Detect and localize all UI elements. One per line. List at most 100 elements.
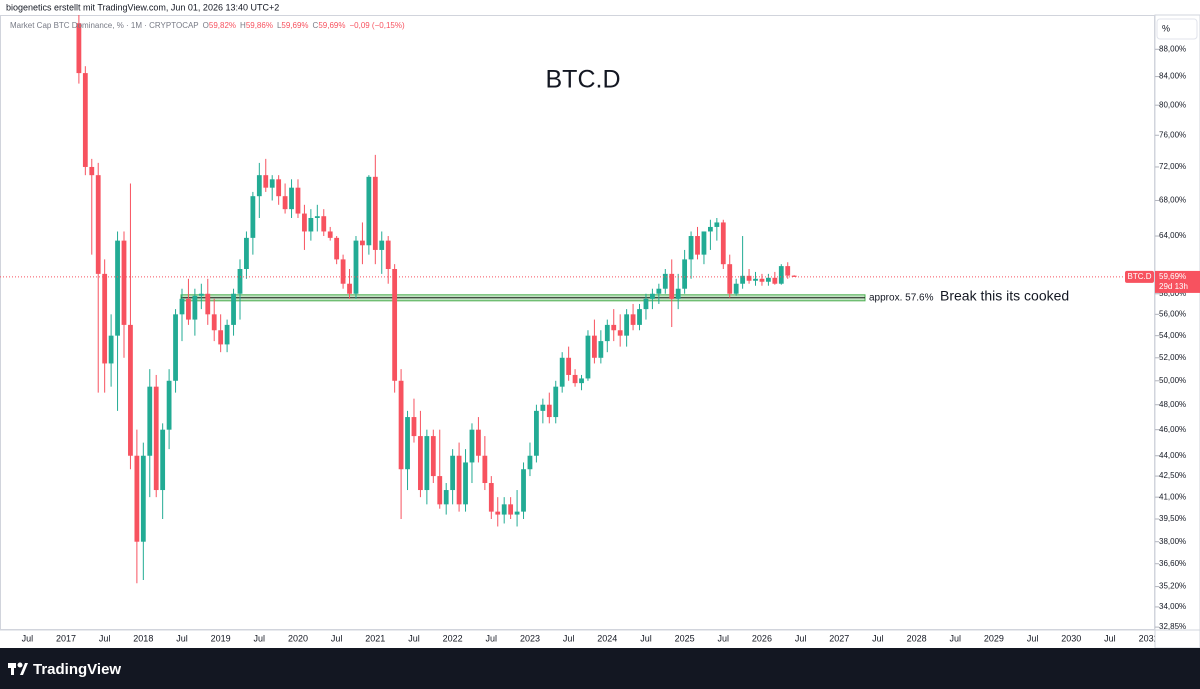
candle-body — [418, 436, 423, 491]
candle-body — [430, 436, 436, 477]
y-tick-label: 56,00% — [1159, 309, 1186, 318]
candle-body — [179, 298, 185, 315]
candle-body — [482, 455, 488, 484]
candle-body — [205, 293, 211, 315]
candle-body — [746, 275, 752, 281]
candle-body — [308, 217, 314, 232]
y-tick-label: 42,50% — [1159, 471, 1186, 480]
y-tick-label: 64,00% — [1159, 231, 1186, 240]
candle-body — [759, 278, 765, 282]
x-tick-label: Jul — [22, 633, 34, 643]
candle-body — [244, 237, 249, 270]
candle-body — [521, 469, 526, 512]
brand-logo — [8, 662, 28, 675]
x-tick-label: Jul — [176, 633, 188, 643]
x-tick-label: Jul — [718, 633, 730, 643]
ohlc-value: 59,82% — [209, 21, 236, 30]
y-tick-label: 48,00% — [1159, 400, 1186, 409]
x-tick-label: 2021 — [365, 633, 385, 643]
candle-body — [134, 455, 140, 542]
candle-body — [534, 410, 539, 456]
candle-body — [276, 179, 282, 197]
candle-body — [82, 73, 88, 167]
candle-body — [166, 380, 172, 430]
candle-body — [385, 240, 391, 270]
x-tick-label: 2024 — [597, 633, 617, 643]
y-tick-label: 41,00% — [1159, 492, 1186, 501]
scale-button[interactable] — [1156, 18, 1198, 40]
candle-body — [778, 266, 784, 284]
candle-body — [314, 216, 320, 218]
candle-body — [791, 275, 797, 277]
candle-body — [585, 335, 591, 379]
candle-body — [198, 293, 204, 296]
candle-body — [424, 436, 430, 491]
candle-body — [147, 386, 153, 456]
candle-body — [282, 196, 288, 210]
x-tick-label: Jul — [408, 633, 420, 643]
candle-body — [237, 269, 243, 294]
candle-body — [443, 490, 449, 505]
candle-body — [121, 240, 127, 325]
y-tick-label: 54,00% — [1159, 331, 1186, 340]
ohlc-key: H — [240, 21, 246, 30]
attribution: biogenetics erstellt mit TradingView.com… — [6, 2, 279, 12]
last-price-label: 59,69% — [1159, 272, 1186, 281]
candle-body — [95, 175, 101, 274]
x-tick-label: Jul — [950, 633, 962, 643]
candle-body — [469, 429, 475, 463]
candle-body — [527, 455, 533, 470]
candle-body — [765, 277, 771, 282]
candle-body — [231, 293, 236, 325]
x-tick-label: Jul — [254, 633, 266, 643]
candle-body — [353, 240, 359, 294]
candle-body — [250, 196, 256, 238]
ohlc-key: O — [203, 21, 209, 30]
candle-body — [637, 309, 642, 325]
candle-body — [128, 324, 133, 456]
candle-body — [656, 288, 662, 294]
candle-body — [701, 231, 707, 255]
y-tick-label: 32,85% — [1159, 622, 1186, 631]
x-tick-label: 2029 — [984, 633, 1004, 643]
candle-body — [463, 462, 468, 505]
x-tick-label: 2027 — [829, 633, 849, 643]
candle-body — [643, 298, 649, 310]
candle-body — [456, 455, 462, 505]
y-tick-label: 36,60% — [1159, 559, 1186, 568]
candle-body — [321, 216, 327, 232]
x-tick-label: 2031 — [1139, 633, 1159, 643]
candle-body — [256, 175, 262, 197]
ohlc-key: L — [277, 21, 282, 30]
candle-body — [611, 324, 617, 331]
candle-body — [501, 504, 507, 515]
y-tick-label: 80,00% — [1159, 100, 1186, 109]
y-tick-label: 58,00% — [1159, 289, 1186, 298]
candle-body — [688, 236, 694, 260]
candle-body — [211, 314, 217, 331]
candle-body — [720, 222, 726, 265]
candle-body — [153, 386, 159, 491]
candle-body — [546, 404, 552, 418]
annotation: Break this its cooked — [940, 288, 1069, 304]
candle-body — [559, 357, 565, 387]
candle-body — [514, 511, 520, 515]
candle-body — [785, 266, 791, 276]
chart-title: BTC.D — [546, 66, 621, 94]
candle-body — [733, 283, 739, 294]
candle-body — [76, 23, 82, 74]
candle-body — [263, 175, 269, 188]
candle-body — [192, 295, 198, 320]
candle-body — [450, 455, 456, 491]
x-tick-label: 2030 — [1061, 633, 1081, 643]
brand: TradingView — [33, 661, 121, 678]
candle-body — [662, 273, 668, 289]
level-label: approx. 57.6% — [869, 292, 934, 303]
x-tick-label: Jul — [563, 633, 575, 643]
scale-button-label[interactable]: % — [1162, 23, 1170, 33]
candle-body — [347, 283, 352, 294]
candle-body — [334, 237, 340, 260]
ohlc-key: C — [313, 21, 319, 30]
candle-body — [437, 476, 443, 505]
